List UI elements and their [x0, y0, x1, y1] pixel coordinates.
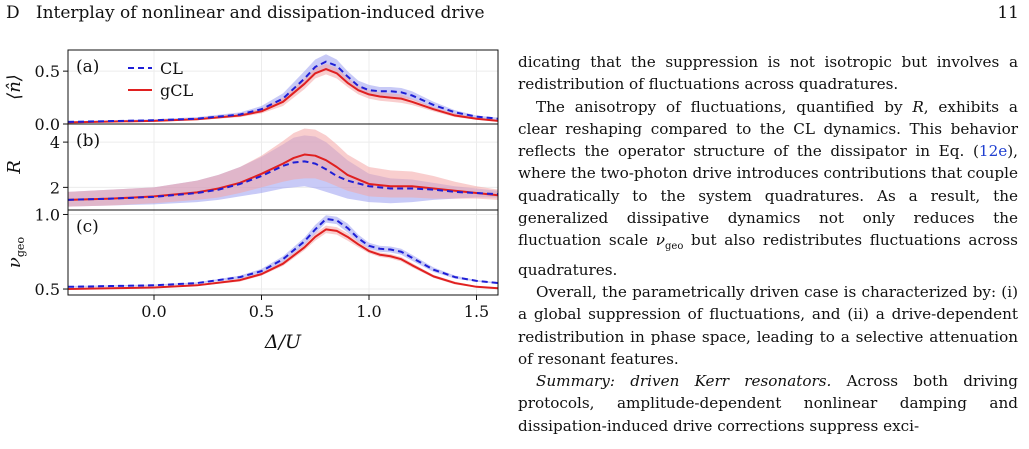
confidence-band-gcl [68, 128, 498, 207]
series-line-gcl [67, 68, 499, 124]
y-axis-label-sub: geo [14, 237, 27, 258]
y-axis-label-main: ν [4, 257, 25, 268]
paragraph-3: Overall, the parametrically driven case … [518, 283, 1018, 368]
y-axis-label: R [4, 160, 25, 175]
figure-svg: 0.0 0.5 (a) ⟨n̂⟩ 2 4 (b) R 0.5 1.0 0.0 0.5 1.0 1.5 (c)… [4, 49, 499, 353]
y-tick-label: 2 [50, 178, 60, 197]
page-number: 11 [997, 3, 1019, 23]
p2-part-d: but also redistributes fluctuations acro… [518, 231, 1018, 279]
p2-symbol-r: R [912, 97, 924, 116]
panel-frame [67, 49, 499, 125]
confidence-band-gcl [68, 63, 498, 123]
p2-part-b: , exhibits a clear reshaping compared to… [518, 97, 1018, 161]
p2-symbol-nu-sub: geo [665, 241, 684, 253]
y-tick-label: 0.0 [35, 115, 60, 134]
y-axis-label: νgeo [4, 237, 27, 269]
summary-text: Across both driving protocols, amplitude… [518, 372, 1018, 435]
running-header-section: D Interplay of nonlinear and dissipation… [6, 3, 485, 23]
p2-part-a: The anisotropy of fluctuations, quantifi… [536, 97, 913, 116]
x-tick-label: 0.0 [141, 302, 166, 321]
y-axis-label: ⟨n̂⟩ [4, 74, 25, 100]
legend-label-gcl: gCL [160, 81, 193, 100]
legend-label-cl: CL [160, 59, 183, 78]
paragraph-2: The anisotropy of fluctuations, quantifi… [518, 96, 1018, 281]
x-tick-label: 0.5 [249, 302, 274, 321]
p2-part-c: ), where the two-photon drive introduces… [518, 142, 1018, 250]
x-tick-label: 1.0 [356, 302, 381, 321]
panel-frame [67, 209, 499, 296]
series-line-gcl [67, 228, 499, 291]
p2-symbol-nu: ν [655, 231, 666, 250]
series-line-gcl [67, 153, 499, 201]
panel-label: (b) [76, 131, 100, 151]
text-column: dicating that the suppression is not iso… [518, 51, 1018, 437]
summary-title: Summary: driven Kerr resonators. [536, 372, 832, 391]
series-line-cl [67, 160, 499, 201]
series-line-cl [67, 60, 499, 123]
section-label: D [6, 3, 20, 23]
figure-three-panels: 0.0 0.5 (a) ⟨n̂⟩ 2 4 (b) R 0.5 1.0 0.0 0.5 1.0 1.5 (c)… [0, 30, 505, 449]
equation-reference-link[interactable]: 12e [978, 142, 1008, 161]
panel-label: (a) [76, 57, 99, 77]
panel-label: (c) [76, 217, 99, 237]
y-tick-label: 0.5 [35, 280, 60, 299]
running-header: D Interplay of nonlinear and dissipation… [0, 0, 1029, 30]
x-axis-label: Δ/U [264, 331, 302, 353]
y-tick-label: 1.0 [35, 205, 60, 224]
y-tick-label: 0.5 [35, 62, 60, 81]
section-title: Interplay of nonlinear and dissipation-i… [35, 3, 485, 23]
confidence-band-cl [68, 54, 498, 123]
paragraph-1: dicating that the suppression is not iso… [518, 53, 1018, 94]
paragraph-4: Summary: driven Kerr resonators. Across … [518, 370, 1018, 437]
x-tick-label: 1.5 [464, 302, 489, 321]
y-tick-label: 4 [50, 133, 60, 152]
series-line-cl [67, 217, 499, 288]
